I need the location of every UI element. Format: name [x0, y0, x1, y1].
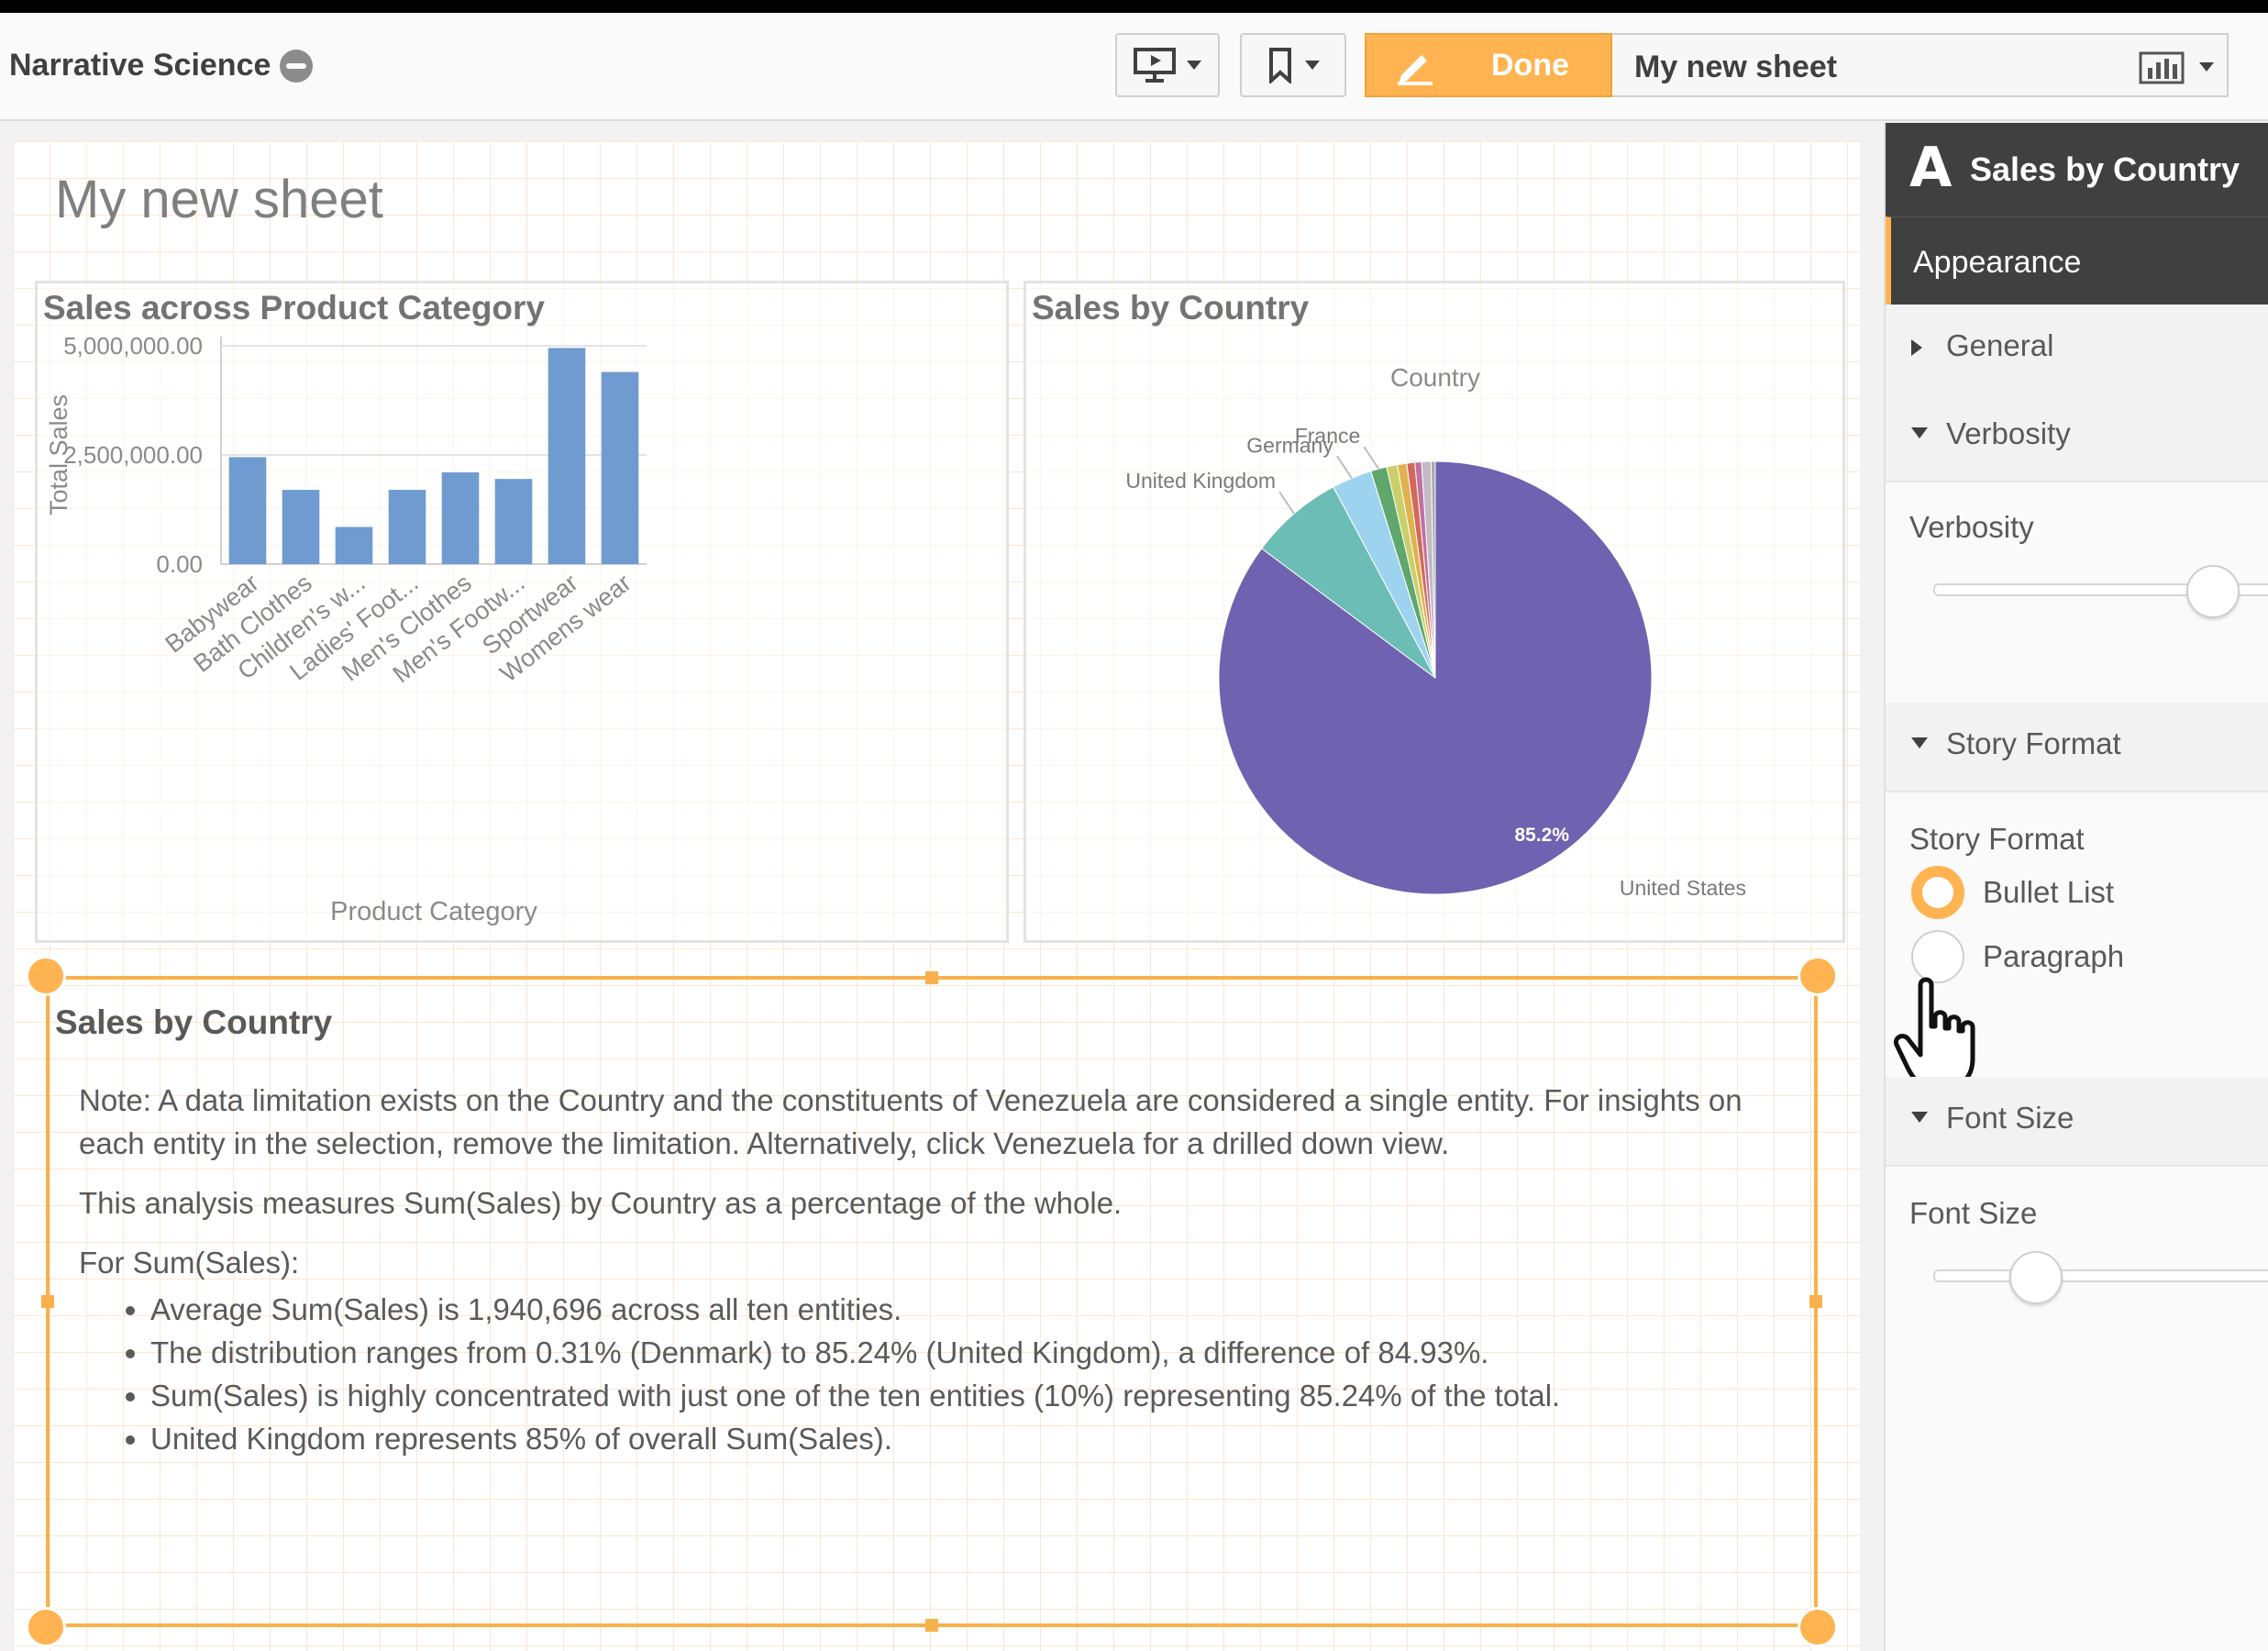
section-general-label: General: [1946, 328, 2054, 362]
bar: [441, 472, 480, 564]
verbosity-label: Verbosity: [1909, 510, 2034, 544]
chevron-down-icon: [1305, 61, 1320, 70]
hand-cursor-icon: [1893, 977, 1975, 1091]
pie-chart-panel[interactable]: Sales by Country Country 85.2% United Stat…: [1023, 281, 1845, 943]
narrative-bullet: Average Sum(Sales) is 1,940,696 across a…: [150, 1288, 1803, 1331]
bookmark-icon: [1269, 48, 1291, 83]
expand-right-icon: [1911, 339, 1922, 356]
section-story-format[interactable]: Story Format: [1886, 703, 2268, 792]
narrative-for-label: For Sum(Sales):: [79, 1246, 300, 1280]
bar: [335, 526, 373, 564]
pie-data-label: 85.2%: [1514, 825, 1569, 846]
collapse-down-icon: [1911, 427, 1928, 438]
section-font-size-label: Font Size: [1946, 1101, 2074, 1135]
bar: [601, 371, 639, 564]
radio-paragraph-label[interactable]: Paragraph: [1983, 939, 2125, 973]
section-story-format-label: Story Format: [1946, 726, 2121, 760]
pie-leader-line: [1278, 491, 1295, 515]
sheet-canvas: My new sheet Sales across Product Catego…: [13, 141, 1860, 1651]
narrative-object[interactable]: Sales by Country Note: A data limitation…: [26, 956, 1838, 1647]
x-axis-label: Product Category: [330, 897, 537, 926]
resize-handle-bottom-right[interactable]: [1798, 1607, 1838, 1647]
pencil-icon: [1398, 55, 1433, 85]
section-verbosity-label: Verbosity: [1946, 416, 2071, 450]
sheet-title[interactable]: My new sheet: [55, 170, 383, 229]
bookmark-button[interactable]: [1240, 33, 1346, 97]
resize-handle-right[interactable]: [1809, 1295, 1822, 1308]
sheet-selector[interactable]: My new sheet: [1612, 33, 2229, 97]
text-object-icon: A: [1909, 136, 1953, 200]
verbosity-slider-thumb[interactable]: [2185, 565, 2240, 618]
pie-chart[interactable]: Country 85.2% United States United Kingdom G…: [1026, 283, 1842, 940]
pie-category-label: France: [1295, 424, 1361, 448]
tab-appearance[interactable]: Appearance: [1886, 216, 2268, 305]
bar: [388, 490, 426, 564]
properties-panel: A Sales by Country Appearance General Ve…: [1884, 123, 2268, 1651]
resize-handle-bottom-left[interactable]: [26, 1607, 66, 1647]
done-editing-button[interactable]: Done: [1365, 33, 1612, 97]
font-size-slider-thumb[interactable]: [2009, 1251, 2063, 1304]
y-tick-label: 5,000,000.00: [63, 332, 203, 360]
resize-handle-top[interactable]: [925, 971, 938, 984]
app-window: Narrative Science Done: [0, 13, 2268, 1651]
story-format-label: Story Format: [1909, 822, 2085, 856]
properties-object-title: Sales by Country: [1970, 150, 2240, 188]
sheet-selector-label: My new sheet: [1634, 50, 1838, 84]
done-label: Done: [1491, 47, 1569, 83]
resize-handle-left[interactable]: [41, 1295, 54, 1308]
bar-chart-panel[interactable]: Sales across Product Category 5,000,000.…: [35, 281, 1009, 943]
present-button[interactable]: [1115, 33, 1220, 97]
sheet-thumbnail-icon: [2139, 51, 2185, 84]
chevron-down-icon[interactable]: [2199, 62, 2214, 72]
properties-header: A Sales by Country: [1886, 123, 2268, 216]
collapse-down-icon: [1911, 737, 1928, 748]
narrative-body: Note: A data limitation exists on the Co…: [79, 1079, 1803, 1460]
section-verbosity[interactable]: Verbosity: [1886, 393, 2268, 482]
font-size-label: Font Size: [1909, 1196, 2038, 1230]
y-axis-label: Total Sales: [45, 394, 72, 515]
narrative-bullet: United Kingdom represents 85% of overall…: [150, 1417, 1803, 1460]
narrative-bullet-list: Average Sum(Sales) is 1,940,696 across a…: [79, 1288, 1803, 1460]
narrative-intro: This analysis measures Sum(Sales) by Cou…: [79, 1186, 1123, 1220]
resize-handle-top-left[interactable]: [26, 956, 66, 996]
pie-leader-line: [1336, 455, 1353, 479]
globe-icon: [280, 49, 314, 83]
radio-paragraph[interactable]: [1911, 930, 1964, 983]
narrative-bullet: The distribution ranges from 0.31% (Denm…: [150, 1331, 1803, 1374]
narrative-bullet: Sum(Sales) is highly concentrated with j…: [150, 1374, 1803, 1417]
verbosity-slider-track[interactable]: [1933, 583, 2268, 596]
pie-chart-title: Sales by Country: [1032, 289, 1310, 327]
presentation-icon: [1134, 48, 1176, 83]
font-size-slider-track[interactable]: [1933, 1269, 2268, 1282]
pie-slice: [1430, 460, 1436, 679]
pie-legend-title: Country: [1390, 363, 1480, 392]
section-general[interactable]: General: [1886, 305, 2268, 394]
bar: [494, 479, 533, 564]
resize-handle-top-right[interactable]: [1798, 956, 1838, 996]
bar: [282, 490, 320, 564]
collapse-down-icon: [1911, 1112, 1928, 1123]
y-tick-label: 2,500,000.00: [63, 441, 203, 469]
pie-category-label: Germany: [1246, 433, 1333, 457]
chevron-down-icon: [1187, 61, 1201, 70]
radio-bullet-list[interactable]: [1911, 866, 1964, 919]
resize-handle-bottom[interactable]: [925, 1619, 938, 1632]
y-tick-label: 0.00: [156, 550, 203, 578]
pie-category-label: United Kingdom: [1125, 469, 1276, 493]
pie-leader-line: [1363, 446, 1380, 470]
top-toolbar: Narrative Science Done: [0, 13, 2268, 121]
pie-category-label: United States: [1620, 876, 1746, 900]
bar: [228, 457, 267, 564]
narrative-note: Note: A data limitation exists on the Co…: [79, 1083, 1742, 1160]
bar: [548, 348, 586, 564]
section-font-size[interactable]: Font Size: [1886, 1077, 2268, 1167]
tab-appearance-label: Appearance: [1913, 245, 2082, 280]
bar-chart-title: Sales across Product Category: [43, 289, 545, 327]
app-title[interactable]: Narrative Science: [9, 48, 314, 83]
app-title-text: Narrative Science: [9, 48, 271, 83]
radio-bullet-list-label[interactable]: Bullet List: [1983, 875, 2115, 909]
narrative-title: Sales by Country: [55, 1003, 333, 1041]
pie-slice: [1261, 486, 1436, 679]
